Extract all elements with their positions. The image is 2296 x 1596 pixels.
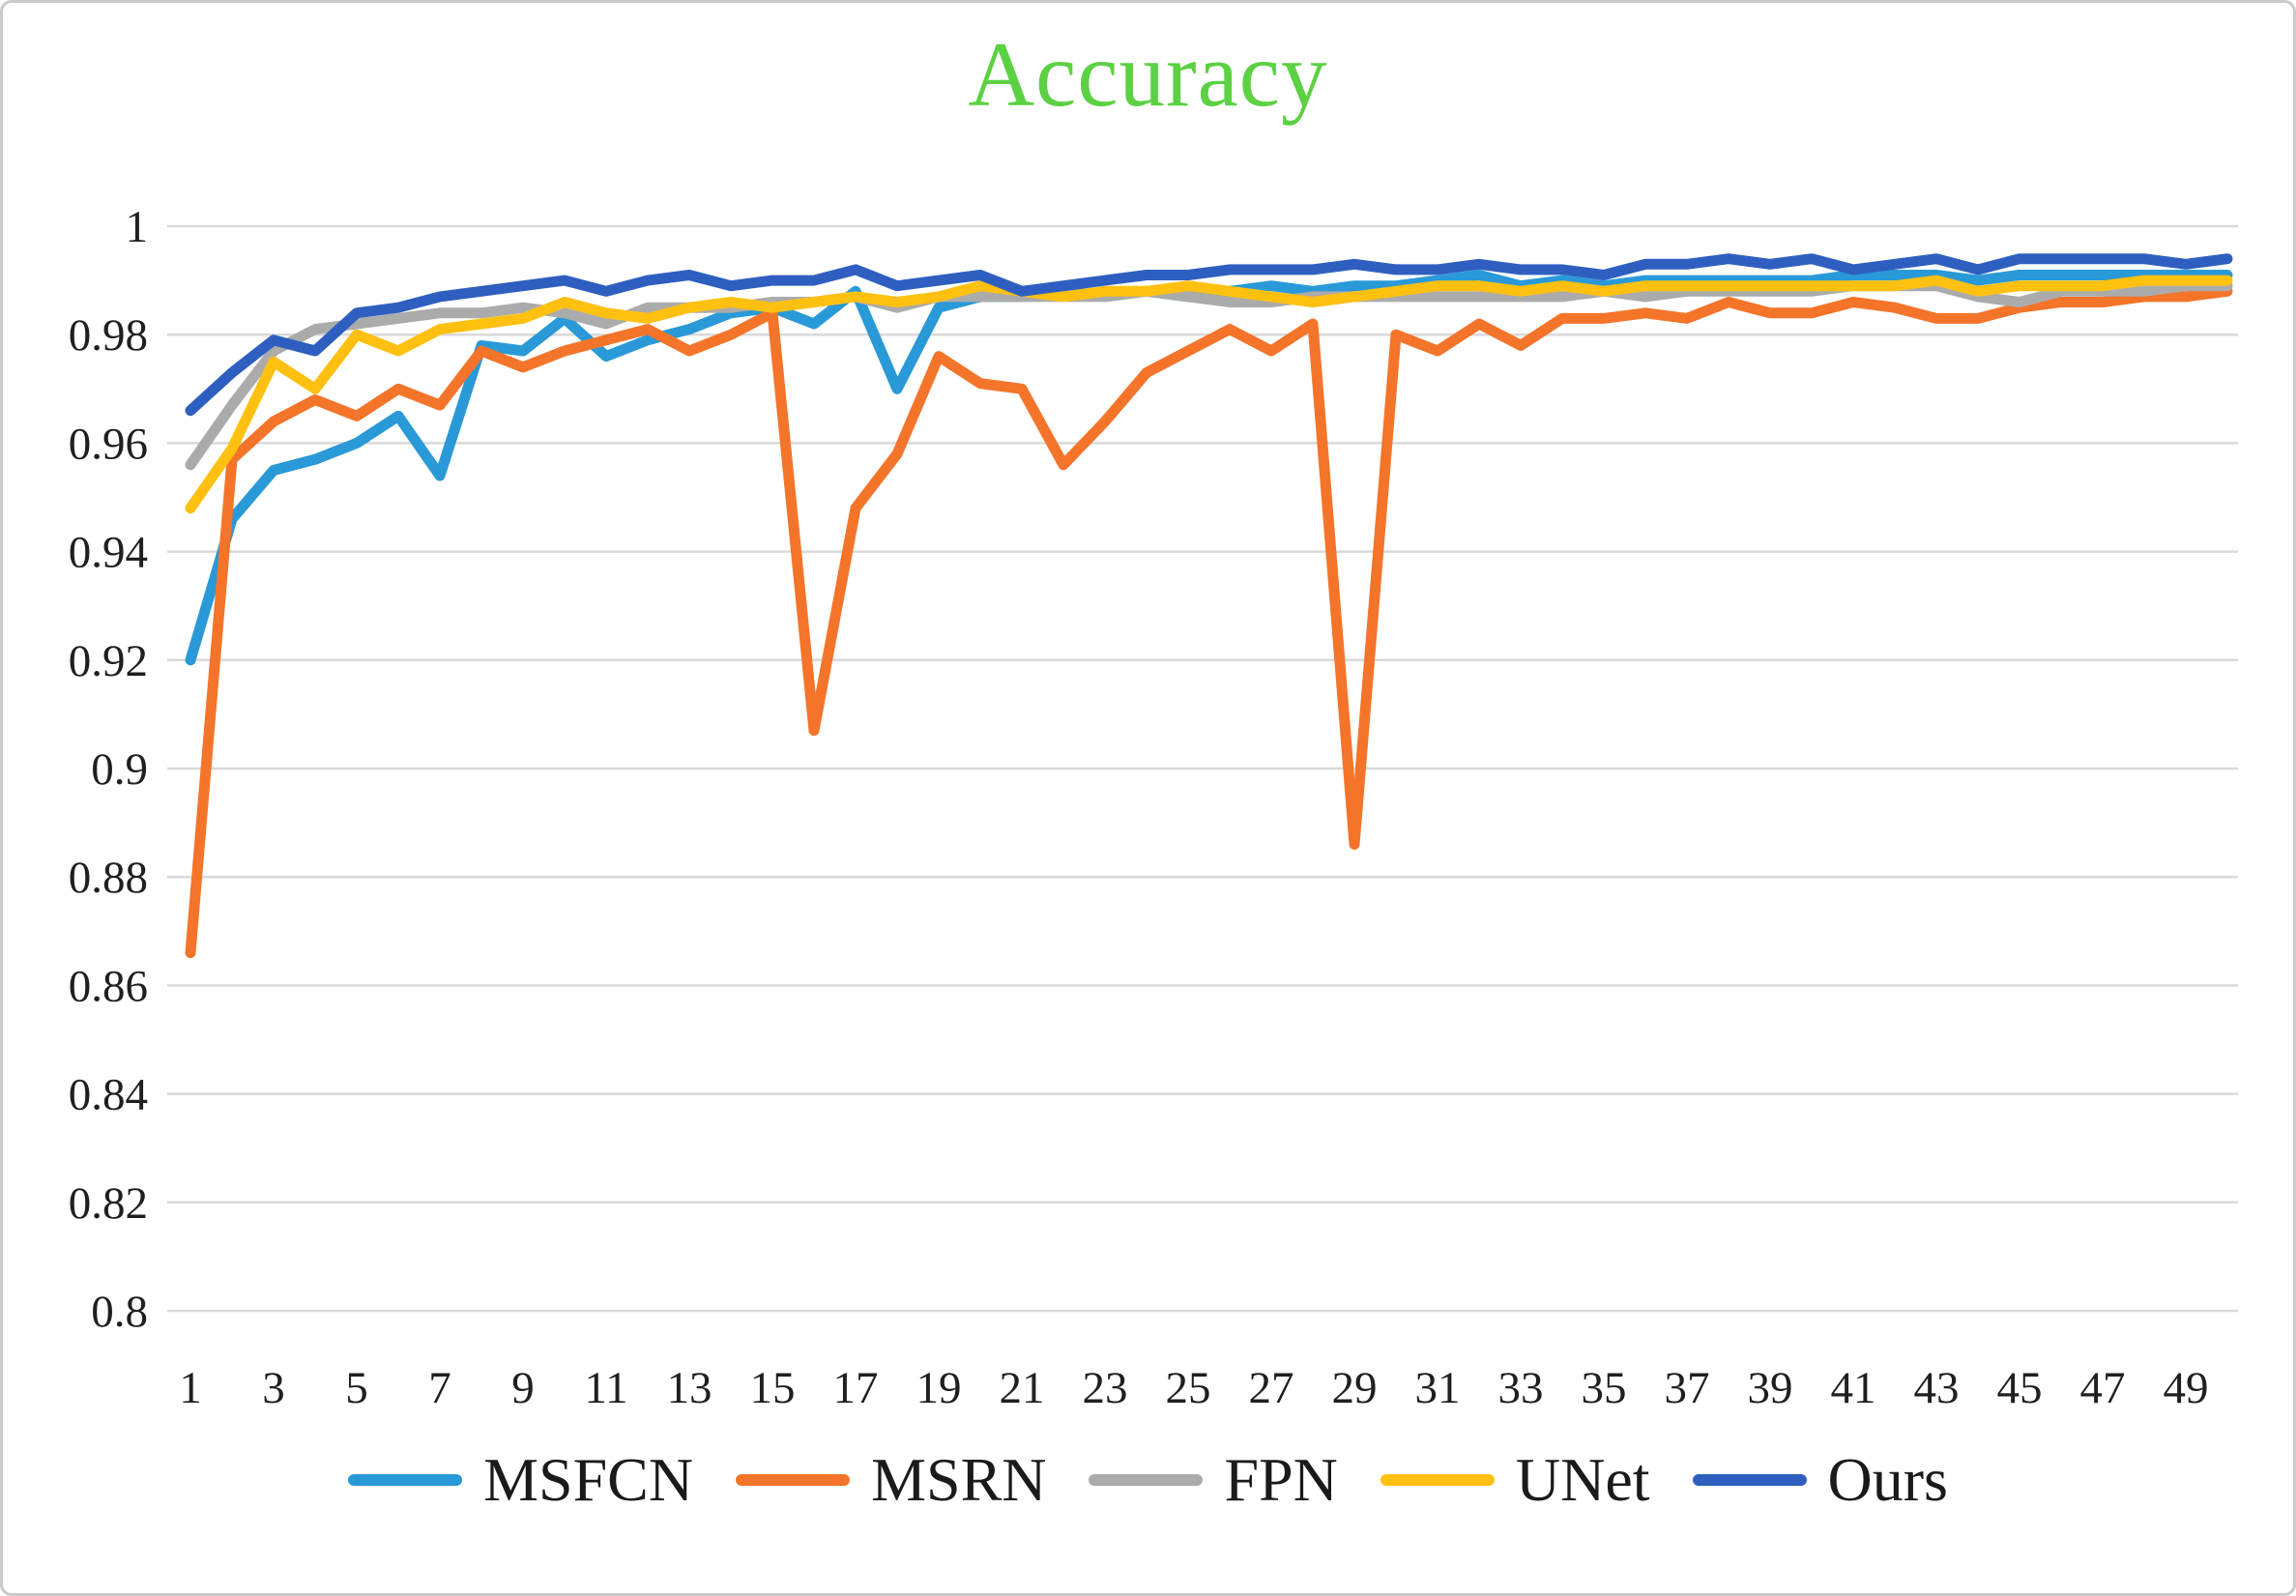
y-tick-label: 0.94 xyxy=(69,528,148,578)
series-line-unet xyxy=(185,275,2233,514)
legend-label: MSRN xyxy=(871,1445,1047,1514)
y-tick-label: 0.84 xyxy=(69,1070,148,1120)
x-tick-label: 9 xyxy=(511,1363,535,1413)
x-tick-label: 47 xyxy=(2080,1363,2126,1413)
y-tick-label: 0.82 xyxy=(69,1178,148,1229)
x-tick-label: 29 xyxy=(1332,1363,1378,1413)
chart-legend: MSFCN MSRN FPN UNet Ours xyxy=(3,1449,2293,1511)
x-tick-label: 1 xyxy=(179,1363,202,1413)
legend-swatch-msfcn xyxy=(348,1474,463,1486)
y-tick-label: 0.9 xyxy=(91,744,148,795)
legend-swatch-msrn xyxy=(736,1474,851,1486)
x-tick-label: 15 xyxy=(750,1363,796,1413)
legend-label: FPN xyxy=(1224,1445,1338,1514)
x-tick-label: 25 xyxy=(1166,1363,1211,1413)
x-tick-label: 45 xyxy=(1997,1363,2043,1413)
x-tick-label: 7 xyxy=(428,1363,451,1413)
x-tick-label: 17 xyxy=(833,1363,879,1413)
legend-label: UNet xyxy=(1515,1445,1650,1514)
x-tick-label: 39 xyxy=(1748,1363,1793,1413)
x-tick-label: 5 xyxy=(345,1363,368,1413)
legend-swatch-fpn xyxy=(1089,1474,1204,1486)
line-chart: 1 0.98 0.96 0.94 0.92 0.9 0.88 0.86 0.84 0.82 0.8 1… xyxy=(69,202,2238,1413)
x-tick-label: 35 xyxy=(1582,1363,1627,1413)
x-tick-label: 43 xyxy=(1914,1363,1960,1413)
legend-swatch-ours xyxy=(1692,1474,1807,1486)
y-tick-label: 0.8 xyxy=(91,1287,148,1337)
legend-swatch-unet xyxy=(1380,1474,1495,1486)
x-tick-label: 3 xyxy=(262,1363,285,1413)
x-tick-label: 41 xyxy=(1831,1363,1876,1413)
x-tick-label: 19 xyxy=(916,1363,962,1413)
x-tick-label: 11 xyxy=(584,1363,627,1413)
series-line-ours xyxy=(185,253,2233,417)
legend-item-msrn: MSRN xyxy=(736,1449,1046,1511)
series-line-msrn xyxy=(185,285,2233,959)
legend-item-unet: UNet xyxy=(1380,1445,1650,1514)
y-tick-label: 0.92 xyxy=(69,636,148,686)
x-tick-label: 23 xyxy=(1083,1363,1128,1413)
series-line-msfcn xyxy=(185,270,2233,666)
x-tick-label: 49 xyxy=(2164,1363,2209,1413)
chart-title: Accuracy xyxy=(968,23,1328,126)
y-tick-label: 1 xyxy=(126,202,149,252)
legend-label: Ours xyxy=(1827,1445,1948,1514)
legend-item-msfcn: MSFCN xyxy=(348,1449,693,1511)
legend-label: MSFCN xyxy=(483,1445,694,1514)
x-tick-label: 21 xyxy=(1000,1363,1045,1413)
y-tick-label: 0.86 xyxy=(69,961,148,1011)
x-tick-label: 37 xyxy=(1665,1363,1710,1413)
legend-item-fpn: FPN xyxy=(1089,1445,1338,1514)
y-tick-label: 0.98 xyxy=(69,310,148,361)
x-tick-label: 27 xyxy=(1249,1363,1294,1413)
y-tick-label: 0.96 xyxy=(69,419,148,469)
x-tick-label: 33 xyxy=(1498,1363,1544,1413)
legend-item-ours: Ours xyxy=(1692,1445,1948,1514)
x-tick-label: 31 xyxy=(1415,1363,1461,1413)
y-tick-label: 0.88 xyxy=(69,853,148,903)
x-tick-label: 13 xyxy=(667,1363,712,1413)
